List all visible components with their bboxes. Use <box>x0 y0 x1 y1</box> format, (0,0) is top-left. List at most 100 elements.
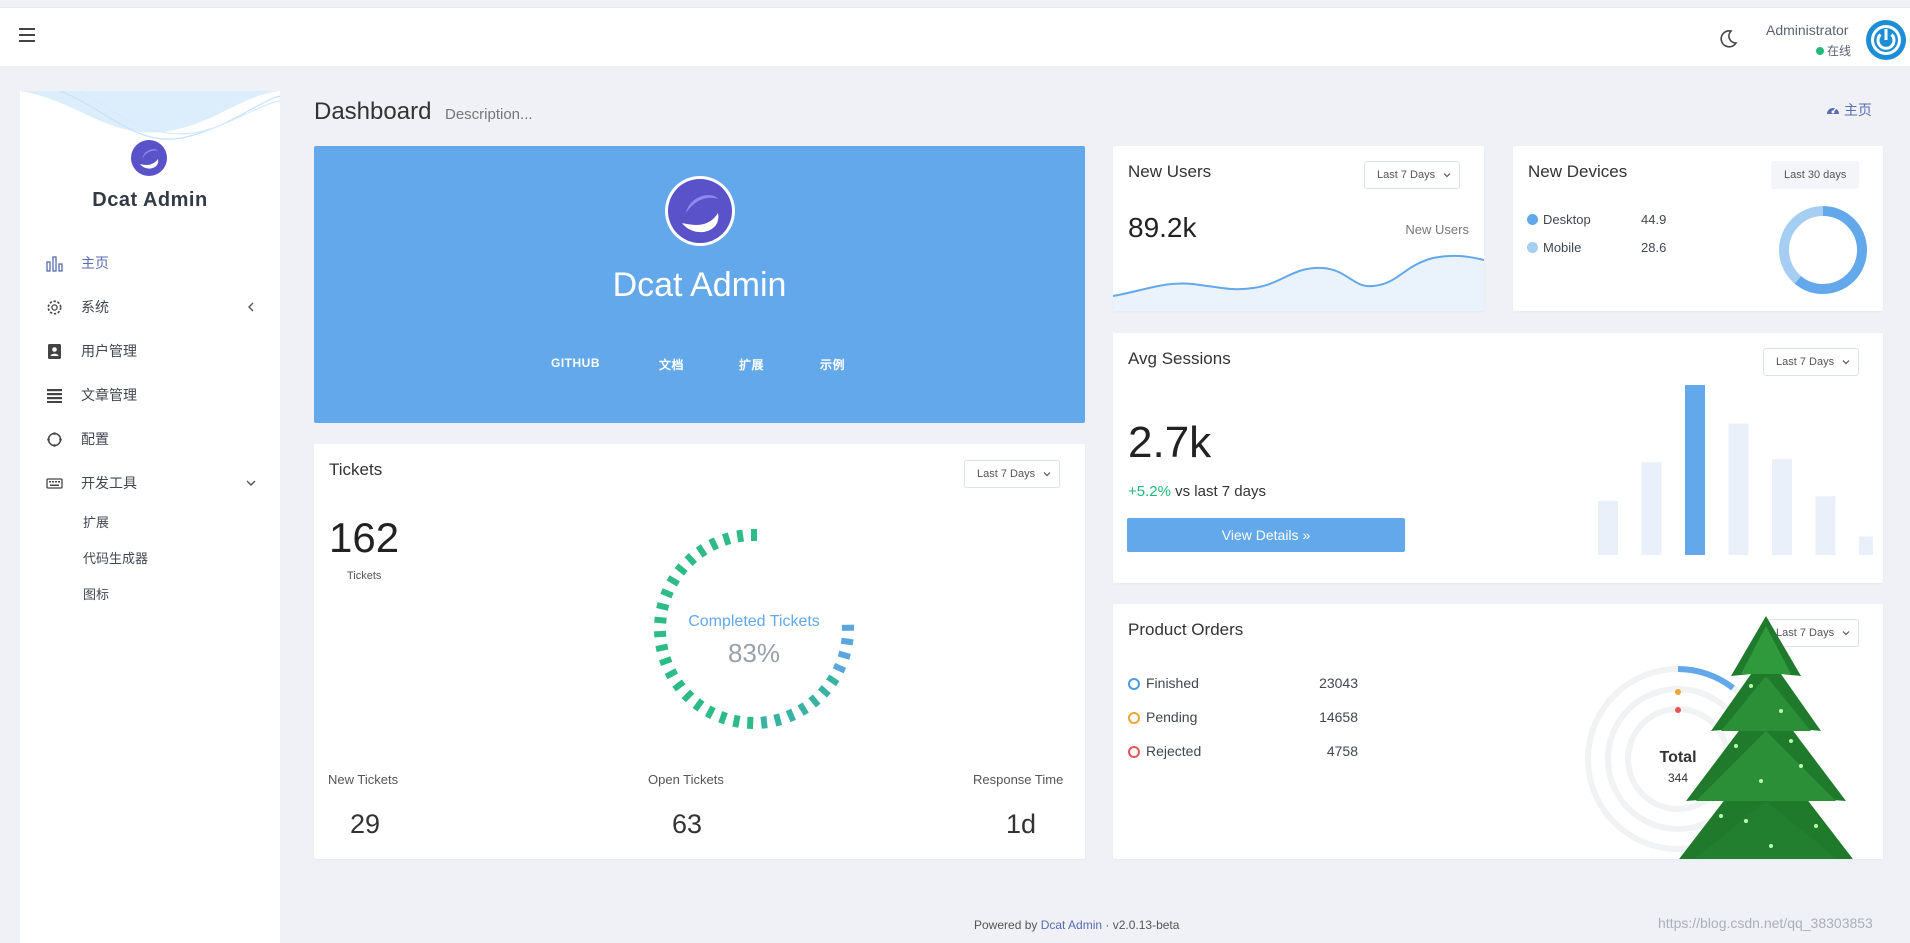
submenu-item-icons[interactable]: 图标 <box>83 587 110 602</box>
page-description: Description... <box>445 106 533 123</box>
order-rejected-label: Rejected <box>1128 743 1201 759</box>
gauge-segment <box>736 529 745 543</box>
gauge-segment <box>653 630 667 638</box>
sidebar-item-label: 主页 <box>81 255 109 271</box>
sidebar-item-devtools[interactable]: 开发工具 <box>20 461 280 505</box>
sidebar-item-label: 系统 <box>81 299 109 315</box>
device-desktop-value: 44.9 <box>1641 212 1667 227</box>
hero-link-github[interactable]: GITHUB <box>551 356 600 370</box>
gauge-percent: 83% <box>728 638 780 668</box>
total-label: Total <box>1659 749 1696 766</box>
avg-sessions-value: 2.7k <box>1128 418 1212 467</box>
gauge-segment <box>732 714 741 728</box>
donut-slice-mobile <box>1779 206 1867 294</box>
gauge-segment <box>708 537 719 551</box>
sidebar-item-users[interactable]: 用户管理 <box>20 329 280 373</box>
footer-prefix: Powered by <box>974 918 1041 932</box>
gear-icon <box>47 300 62 315</box>
footer-link[interactable]: Dcat Admin <box>1040 918 1103 932</box>
moon-icon[interactable] <box>1718 29 1738 49</box>
session-bar <box>1859 536 1873 555</box>
hero-link-examples[interactable]: 示例 <box>820 358 846 372</box>
user-name[interactable]: Administrator <box>1766 22 1849 38</box>
stat-value-new-tickets: 29 <box>350 809 381 839</box>
legend-dot-icon <box>1527 214 1538 225</box>
gauge-segment <box>832 662 847 674</box>
power-icon <box>1871 25 1901 55</box>
device-mobile-value: 28.6 <box>1641 240 1667 255</box>
card-title: New Devices <box>1528 162 1628 181</box>
menu-toggle-icon[interactable] <box>19 28 35 42</box>
new-users-period-select[interactable]: Last 7 Days <box>1364 161 1461 189</box>
gauge-segment <box>773 713 783 727</box>
footer-version: · v2.0.13-beta <box>1102 918 1180 932</box>
hero-link-extensions[interactable]: 扩展 <box>739 358 765 372</box>
tickets-period-select[interactable]: Last 7 Days <box>964 460 1061 488</box>
hero-link-docs[interactable]: 文档 <box>659 358 685 372</box>
submenu-item-code-generator[interactable]: 代码生成器 <box>83 551 149 566</box>
order-pending-value: 14658 <box>1319 709 1358 725</box>
sidebar-item-articles[interactable]: 文章管理 <box>20 373 280 417</box>
session-bar <box>1598 500 1618 555</box>
gauge-segment <box>660 588 674 599</box>
gauge-segment <box>654 616 667 624</box>
top-navbar: Administrator 在线 <box>0 7 1910 66</box>
new-devices-period-select[interactable]: Last 30 days <box>1771 161 1860 189</box>
session-bar <box>1772 459 1792 555</box>
select-value: Last 7 Days <box>1776 356 1835 368</box>
card-title: Tickets <box>329 460 383 479</box>
gauge-segment <box>718 711 728 725</box>
sidebar-item-label: 配置 <box>81 431 109 447</box>
sidebar-item-home[interactable]: 主页 <box>20 241 280 285</box>
chevron-down-icon <box>1443 173 1451 178</box>
avg-sessions-bar-chart <box>1598 385 1873 555</box>
chevron-down-icon <box>1842 631 1850 636</box>
sidebar: Dcat Admin 主页 系统 用户管理 文章管理 配置 开发工具 扩展 <box>20 91 280 943</box>
breadcrumb-home[interactable]: 主页 <box>1826 100 1872 120</box>
chevron-down-icon <box>246 480 256 486</box>
gauge-segment <box>695 544 708 558</box>
sidebar-item-label: 开发工具 <box>81 475 137 491</box>
select-value: Last 7 Days <box>1377 169 1436 181</box>
gauge-segment <box>817 685 831 698</box>
double-chevron-right-icon: » <box>1302 527 1311 543</box>
button-label: View Details <box>1221 527 1299 543</box>
submenu-item-extensions[interactable]: 扩展 <box>83 515 110 530</box>
devices-donut-chart <box>1779 206 1867 294</box>
sidebar-item-label: 文章管理 <box>81 387 137 403</box>
stat-label-new-tickets: New Tickets <box>328 772 399 787</box>
select-value: Last 30 days <box>1784 169 1847 181</box>
view-details-button[interactable]: View Details » <box>1127 518 1405 552</box>
device-desktop-label: Desktop <box>1527 212 1591 227</box>
tickets-count-label: Tickets <box>347 570 382 582</box>
christmas-tree-decoration <box>1679 616 1853 859</box>
user-avatar[interactable] <box>1866 20 1906 60</box>
product-orders-card: Product Orders Last 7 Days Finished 2304… <box>1113 604 1883 859</box>
avg-sessions-period-select[interactable]: Last 7 Days <box>1763 348 1860 376</box>
device-mobile-label: Mobile <box>1527 240 1581 255</box>
legend-ring-icon <box>1128 678 1140 690</box>
stat-label-open-tickets: Open Tickets <box>648 772 724 787</box>
order-finished-value: 23043 <box>1319 675 1358 691</box>
breadcrumb-label: 主页 <box>1843 102 1872 118</box>
bar-chart-icon <box>46 256 63 272</box>
session-bar <box>1685 385 1705 555</box>
chevron-left-icon <box>248 302 254 312</box>
dcat-logo-icon <box>131 140 167 176</box>
list-icon <box>47 389 62 403</box>
change-percent: +5.2% <box>1128 483 1171 500</box>
gauge-label: Completed Tickets <box>688 613 820 630</box>
sidebar-brand[interactable]: Dcat Admin <box>92 189 208 211</box>
sidebar-item-system[interactable]: 系统 <box>20 285 280 329</box>
gauge-segment <box>674 563 688 576</box>
legend-ring-icon <box>1128 746 1140 758</box>
keyboard-icon <box>46 478 63 489</box>
gauge-segment <box>655 643 669 652</box>
gauge-segment <box>684 553 697 566</box>
order-pending-label: Pending <box>1128 709 1197 725</box>
sidebar-item-config[interactable]: 配置 <box>20 417 280 461</box>
gauge-segment <box>837 650 851 660</box>
session-bar <box>1815 496 1836 555</box>
watermark: https://blog.csdn.net/qq_38303853 <box>1658 915 1873 931</box>
new-users-value: 89.2k <box>1128 212 1197 243</box>
